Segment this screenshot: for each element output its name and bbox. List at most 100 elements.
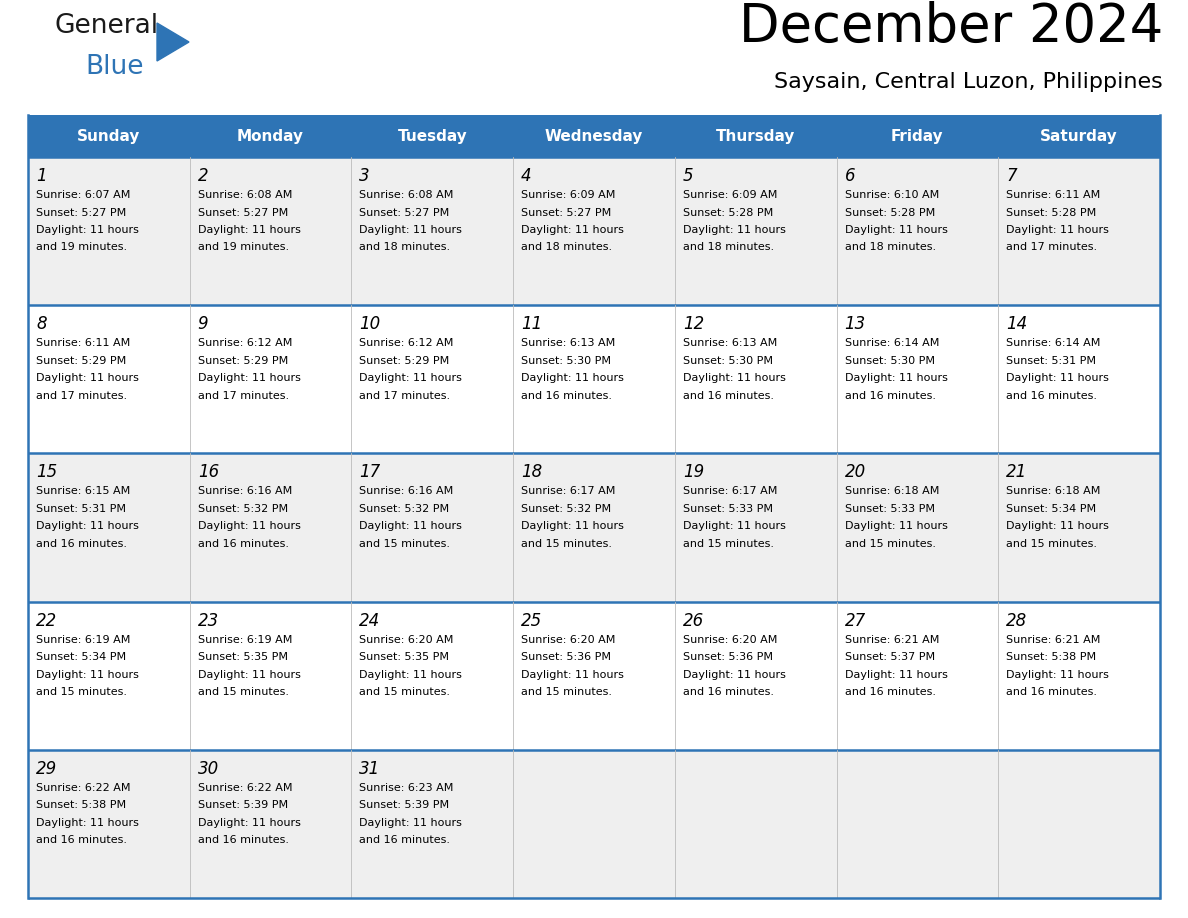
Text: Sunset: 5:38 PM: Sunset: 5:38 PM bbox=[1006, 652, 1097, 662]
Text: Sunset: 5:39 PM: Sunset: 5:39 PM bbox=[197, 800, 287, 811]
Text: Daylight: 11 hours: Daylight: 11 hours bbox=[522, 374, 624, 383]
Text: Sunrise: 6:11 AM: Sunrise: 6:11 AM bbox=[36, 338, 131, 348]
Text: Daylight: 11 hours: Daylight: 11 hours bbox=[683, 225, 785, 235]
Text: Sunset: 5:32 PM: Sunset: 5:32 PM bbox=[197, 504, 287, 514]
Text: Sunrise: 6:09 AM: Sunrise: 6:09 AM bbox=[522, 190, 615, 200]
FancyBboxPatch shape bbox=[29, 115, 190, 157]
Text: Sunset: 5:28 PM: Sunset: 5:28 PM bbox=[683, 207, 773, 218]
Text: 29: 29 bbox=[36, 760, 57, 778]
Text: Sunrise: 6:18 AM: Sunrise: 6:18 AM bbox=[1006, 487, 1100, 497]
Text: Daylight: 11 hours: Daylight: 11 hours bbox=[36, 669, 139, 679]
Text: Sunset: 5:29 PM: Sunset: 5:29 PM bbox=[360, 355, 450, 365]
Text: Sunset: 5:34 PM: Sunset: 5:34 PM bbox=[1006, 504, 1097, 514]
Text: Thursday: Thursday bbox=[716, 129, 796, 143]
Text: 13: 13 bbox=[845, 315, 866, 333]
Text: Sunset: 5:32 PM: Sunset: 5:32 PM bbox=[522, 504, 612, 514]
Text: 24: 24 bbox=[360, 611, 380, 630]
Text: and 16 minutes.: and 16 minutes. bbox=[845, 687, 936, 697]
Text: 1: 1 bbox=[36, 167, 46, 185]
Text: 5: 5 bbox=[683, 167, 694, 185]
Text: Daylight: 11 hours: Daylight: 11 hours bbox=[197, 818, 301, 828]
FancyBboxPatch shape bbox=[513, 115, 675, 157]
Text: 17: 17 bbox=[360, 464, 380, 481]
Text: 9: 9 bbox=[197, 315, 208, 333]
Text: Sunset: 5:36 PM: Sunset: 5:36 PM bbox=[683, 652, 773, 662]
Text: Daylight: 11 hours: Daylight: 11 hours bbox=[522, 225, 624, 235]
Text: Sunset: 5:29 PM: Sunset: 5:29 PM bbox=[36, 355, 126, 365]
Text: 12: 12 bbox=[683, 315, 704, 333]
Text: and 16 minutes.: and 16 minutes. bbox=[845, 391, 936, 400]
Text: Sunset: 5:27 PM: Sunset: 5:27 PM bbox=[522, 207, 612, 218]
Text: Sunrise: 6:20 AM: Sunrise: 6:20 AM bbox=[683, 634, 777, 644]
Text: Sunrise: 6:12 AM: Sunrise: 6:12 AM bbox=[360, 338, 454, 348]
Text: Sunrise: 6:12 AM: Sunrise: 6:12 AM bbox=[197, 338, 292, 348]
Text: 16: 16 bbox=[197, 464, 219, 481]
Text: and 15 minutes.: and 15 minutes. bbox=[683, 539, 773, 549]
Text: Sunset: 5:33 PM: Sunset: 5:33 PM bbox=[845, 504, 935, 514]
Text: 8: 8 bbox=[36, 315, 46, 333]
Text: Daylight: 11 hours: Daylight: 11 hours bbox=[36, 225, 139, 235]
Text: 21: 21 bbox=[1006, 464, 1028, 481]
FancyBboxPatch shape bbox=[190, 115, 352, 157]
Text: Daylight: 11 hours: Daylight: 11 hours bbox=[360, 818, 462, 828]
Text: Sunset: 5:30 PM: Sunset: 5:30 PM bbox=[522, 355, 611, 365]
Text: 7: 7 bbox=[1006, 167, 1017, 185]
Text: Sunrise: 6:13 AM: Sunrise: 6:13 AM bbox=[683, 338, 777, 348]
Text: Daylight: 11 hours: Daylight: 11 hours bbox=[197, 225, 301, 235]
Text: and 16 minutes.: and 16 minutes. bbox=[36, 835, 127, 845]
Text: Sunrise: 6:16 AM: Sunrise: 6:16 AM bbox=[360, 487, 454, 497]
Text: Daylight: 11 hours: Daylight: 11 hours bbox=[845, 521, 948, 532]
Text: Sunset: 5:38 PM: Sunset: 5:38 PM bbox=[36, 800, 126, 811]
Text: and 16 minutes.: and 16 minutes. bbox=[197, 539, 289, 549]
Text: Sunrise: 6:17 AM: Sunrise: 6:17 AM bbox=[683, 487, 777, 497]
Text: 14: 14 bbox=[1006, 315, 1028, 333]
Text: Sunrise: 6:15 AM: Sunrise: 6:15 AM bbox=[36, 487, 131, 497]
Text: Sunset: 5:31 PM: Sunset: 5:31 PM bbox=[1006, 355, 1097, 365]
Text: Sunset: 5:30 PM: Sunset: 5:30 PM bbox=[845, 355, 935, 365]
Text: Sunrise: 6:22 AM: Sunrise: 6:22 AM bbox=[36, 783, 131, 793]
Text: and 17 minutes.: and 17 minutes. bbox=[1006, 242, 1098, 252]
FancyBboxPatch shape bbox=[29, 453, 1159, 601]
Text: and 19 minutes.: and 19 minutes. bbox=[36, 242, 127, 252]
Text: Sunrise: 6:19 AM: Sunrise: 6:19 AM bbox=[36, 634, 131, 644]
Text: Sunset: 5:27 PM: Sunset: 5:27 PM bbox=[36, 207, 126, 218]
Text: Daylight: 11 hours: Daylight: 11 hours bbox=[197, 669, 301, 679]
Text: Sunset: 5:35 PM: Sunset: 5:35 PM bbox=[360, 652, 449, 662]
Text: Daylight: 11 hours: Daylight: 11 hours bbox=[197, 374, 301, 383]
Text: Sunrise: 6:14 AM: Sunrise: 6:14 AM bbox=[845, 338, 939, 348]
Text: Sunset: 5:35 PM: Sunset: 5:35 PM bbox=[197, 652, 287, 662]
Text: 4: 4 bbox=[522, 167, 532, 185]
Text: Sunrise: 6:11 AM: Sunrise: 6:11 AM bbox=[1006, 190, 1100, 200]
Text: and 18 minutes.: and 18 minutes. bbox=[522, 242, 612, 252]
Text: Sunrise: 6:21 AM: Sunrise: 6:21 AM bbox=[1006, 634, 1100, 644]
Text: 15: 15 bbox=[36, 464, 57, 481]
FancyBboxPatch shape bbox=[29, 305, 1159, 453]
Text: and 17 minutes.: and 17 minutes. bbox=[197, 391, 289, 400]
Text: Sunrise: 6:09 AM: Sunrise: 6:09 AM bbox=[683, 190, 777, 200]
Text: Sunrise: 6:21 AM: Sunrise: 6:21 AM bbox=[845, 634, 939, 644]
Text: General: General bbox=[55, 13, 159, 39]
Text: Daylight: 11 hours: Daylight: 11 hours bbox=[360, 225, 462, 235]
Text: Daylight: 11 hours: Daylight: 11 hours bbox=[845, 225, 948, 235]
Text: Daylight: 11 hours: Daylight: 11 hours bbox=[36, 818, 139, 828]
Text: Sunrise: 6:07 AM: Sunrise: 6:07 AM bbox=[36, 190, 131, 200]
Text: and 17 minutes.: and 17 minutes. bbox=[360, 391, 450, 400]
Text: Sunset: 5:27 PM: Sunset: 5:27 PM bbox=[360, 207, 450, 218]
Text: Sunrise: 6:14 AM: Sunrise: 6:14 AM bbox=[1006, 338, 1100, 348]
Text: and 16 minutes.: and 16 minutes. bbox=[683, 687, 773, 697]
Text: 26: 26 bbox=[683, 611, 704, 630]
Text: Sunset: 5:32 PM: Sunset: 5:32 PM bbox=[360, 504, 449, 514]
Text: Daylight: 11 hours: Daylight: 11 hours bbox=[360, 521, 462, 532]
FancyBboxPatch shape bbox=[675, 115, 836, 157]
Text: Tuesday: Tuesday bbox=[398, 129, 467, 143]
Text: and 17 minutes.: and 17 minutes. bbox=[36, 391, 127, 400]
Text: Saysain, Central Luzon, Philippines: Saysain, Central Luzon, Philippines bbox=[775, 72, 1163, 92]
Text: Saturday: Saturday bbox=[1041, 129, 1118, 143]
Text: Sunday: Sunday bbox=[77, 129, 140, 143]
Text: Sunrise: 6:20 AM: Sunrise: 6:20 AM bbox=[522, 634, 615, 644]
Text: Sunset: 5:37 PM: Sunset: 5:37 PM bbox=[845, 652, 935, 662]
Text: 30: 30 bbox=[197, 760, 219, 778]
Text: 20: 20 bbox=[845, 464, 866, 481]
Text: Sunset: 5:36 PM: Sunset: 5:36 PM bbox=[522, 652, 611, 662]
Text: Sunrise: 6:18 AM: Sunrise: 6:18 AM bbox=[845, 487, 939, 497]
